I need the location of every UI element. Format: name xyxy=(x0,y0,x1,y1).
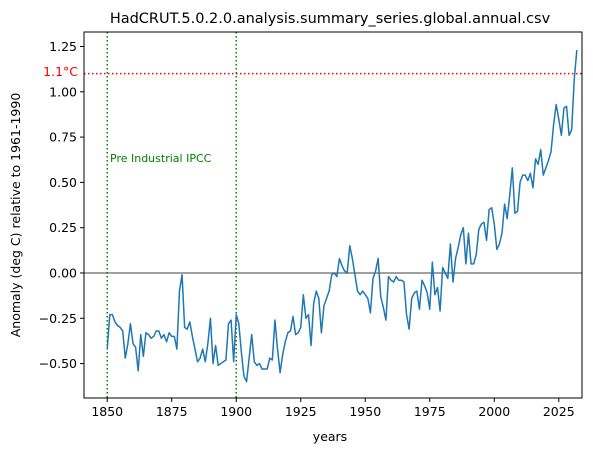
x-tick-label: 1875 xyxy=(156,404,188,419)
y-tick-label: 0.25 xyxy=(49,220,77,235)
y-tick-label: 0.00 xyxy=(49,265,77,280)
series-layer xyxy=(106,50,578,383)
y-tick-label: −0.50 xyxy=(39,356,77,371)
plot-frame xyxy=(83,31,583,399)
y-tick-label: −0.25 xyxy=(39,311,77,326)
y-tick-label: 1.25 xyxy=(49,39,77,54)
threshold-label: 1.1°C xyxy=(43,64,78,79)
annotations: Pre Industrial IPCC 1.1°C xyxy=(43,64,211,165)
x-tick-label: 2025 xyxy=(543,404,575,419)
x-tick-label: 2000 xyxy=(478,404,510,419)
y-tick-label: 0.75 xyxy=(49,130,77,145)
chart-title: HadCRUT.5.0.2.0.analysis.summary_series.… xyxy=(110,11,551,27)
plot-background xyxy=(84,32,582,398)
x-tick-label: 1950 xyxy=(349,404,381,419)
y-tick-label: 0.50 xyxy=(49,175,77,190)
y-tick-label: 1.00 xyxy=(49,84,77,99)
x-tick-label: 1850 xyxy=(91,404,123,419)
x-tick-label: 1900 xyxy=(220,404,252,419)
series-line-0 xyxy=(106,50,578,383)
x-tick-label: 1975 xyxy=(414,404,446,419)
plot-area: Pre Industrial IPCC 1.1°C xyxy=(43,31,583,399)
y-axis: −0.50 −0.25 0.00 0.25 0.50 0.75 1.00 1.25 xyxy=(39,39,84,371)
x-axis-title: years xyxy=(313,429,347,444)
x-tick-label: 1925 xyxy=(285,404,317,419)
y-axis-title: Anomaly (deg C) relative to 1961-1990 xyxy=(8,93,23,338)
pre-industrial-annotation: Pre Industrial IPCC xyxy=(110,152,212,165)
x-axis: 1850 1875 1900 1925 1950 1975 2000 2025 xyxy=(91,398,575,419)
